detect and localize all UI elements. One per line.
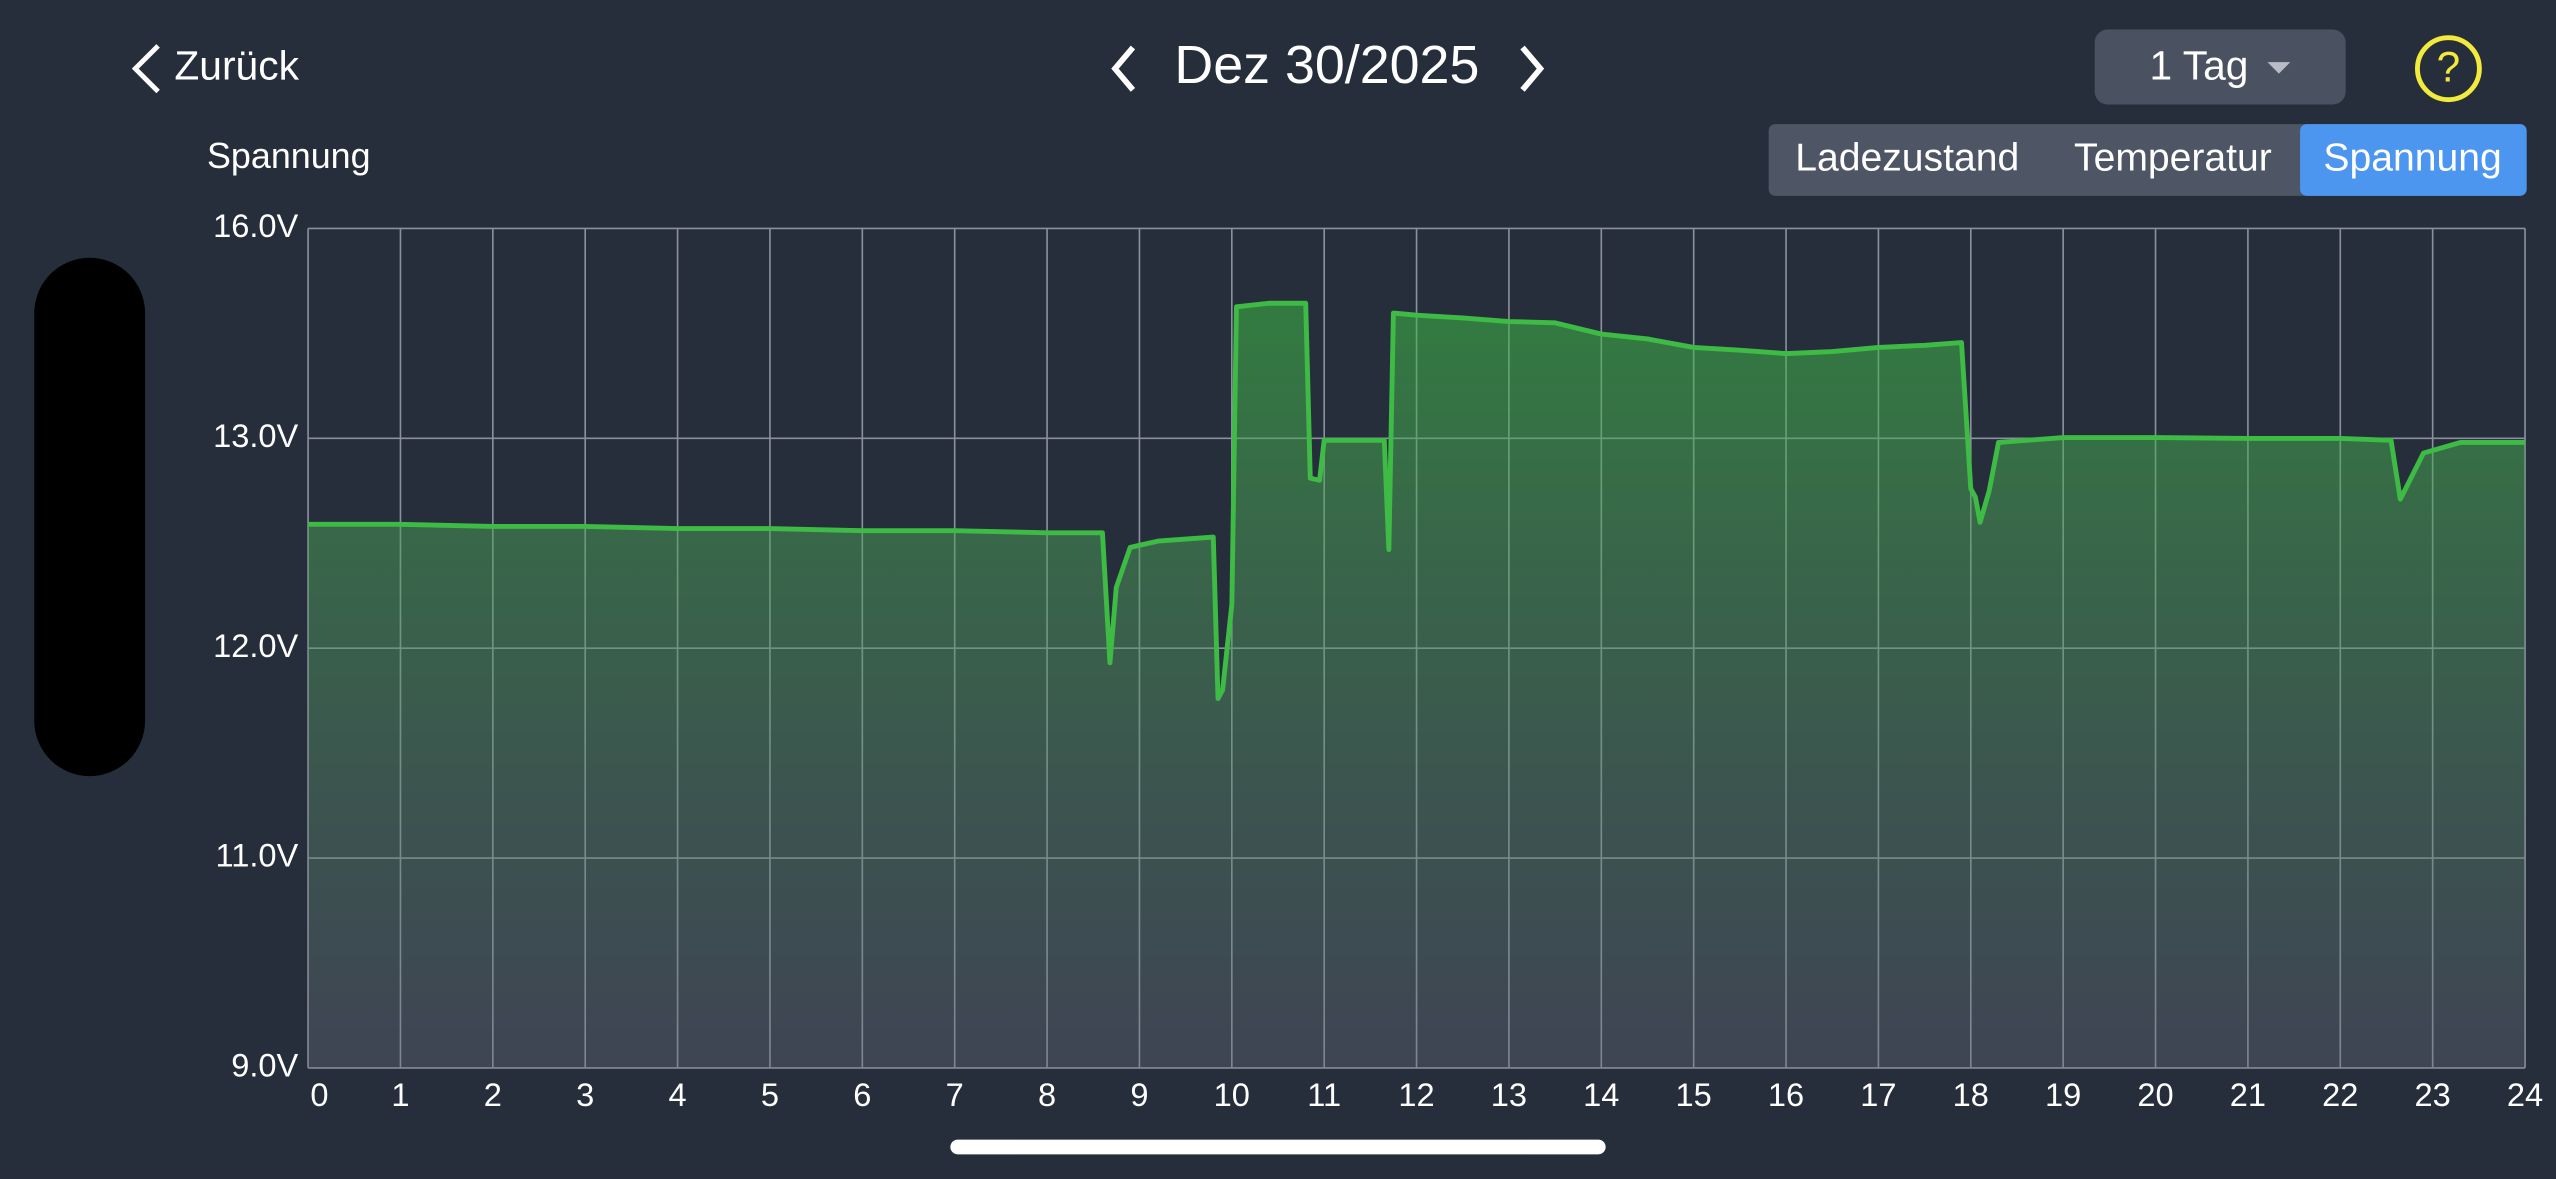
back-button[interactable]: Zurück [174, 42, 299, 88]
tab-active-bg [2300, 124, 2527, 196]
x-tick-label: 16 [1768, 1076, 1804, 1113]
next-day[interactable] [1520, 45, 1545, 92]
range-dropdown[interactable] [2094, 29, 2346, 105]
x-tick-label: 20 [2137, 1076, 2173, 1113]
x-tick-label: 24 [2507, 1076, 2543, 1113]
x-tick-label: 8 [1038, 1076, 1056, 1113]
x-tick-label: 21 [2230, 1076, 2266, 1113]
x-tick-label: 6 [853, 1076, 871, 1113]
x-tick-label: 14 [1583, 1076, 1619, 1113]
y-tick-label: 16.0V [213, 207, 298, 244]
tab[interactable]: Ladezustand [1795, 136, 2019, 179]
help-icon: ? [2437, 44, 2461, 91]
x-tick-label: 11 [1307, 1076, 1341, 1113]
chart-title: Spannung [207, 136, 371, 176]
x-tick-label: 17 [1860, 1076, 1896, 1113]
area [308, 303, 2526, 1068]
x-tick-label: 23 [2415, 1076, 2451, 1113]
tab[interactable]: Spannung [2323, 136, 2501, 179]
x-tick-label: 22 [2322, 1076, 2358, 1113]
x-tick-label: 0 [310, 1076, 328, 1113]
home-indicator [950, 1139, 1606, 1155]
x-tick-label: 7 [946, 1076, 964, 1113]
x-tick-label: 3 [576, 1076, 594, 1113]
help-button[interactable] [2414, 35, 2482, 103]
y-tick-label: 9.0V [231, 1047, 298, 1084]
side-pill [34, 257, 146, 777]
range-label: 1 Tag [2150, 42, 2249, 88]
x-tick-label: 15 [1676, 1076, 1712, 1113]
x-tick-label: 5 [761, 1076, 779, 1113]
x-tick-label: 4 [669, 1076, 687, 1113]
x-tick-label: 2 [484, 1076, 502, 1113]
line [308, 300, 2526, 701]
x-tick-label: 10 [1214, 1076, 1250, 1113]
dropdown-arrow [2267, 62, 2291, 74]
x-tick-label: 18 [1953, 1076, 1989, 1113]
y-tick-label: 11.0V [216, 837, 299, 874]
y-tick-label: 13.0V [213, 417, 298, 454]
x-tick-label: 9 [1130, 1076, 1148, 1113]
x-tick-label: 1 [391, 1076, 409, 1113]
y-tick-label: 12.0V [213, 627, 298, 664]
prev-day[interactable] [1111, 45, 1136, 92]
x-tick-label: 19 [2045, 1076, 2081, 1113]
tab[interactable]: Temperatur [2074, 136, 2272, 179]
x-tick-label: 12 [1398, 1076, 1434, 1113]
x-tick-label: 13 [1491, 1076, 1527, 1113]
date: Dez 30/2025 [1174, 35, 1479, 95]
back-chevron[interactable] [131, 44, 160, 94]
